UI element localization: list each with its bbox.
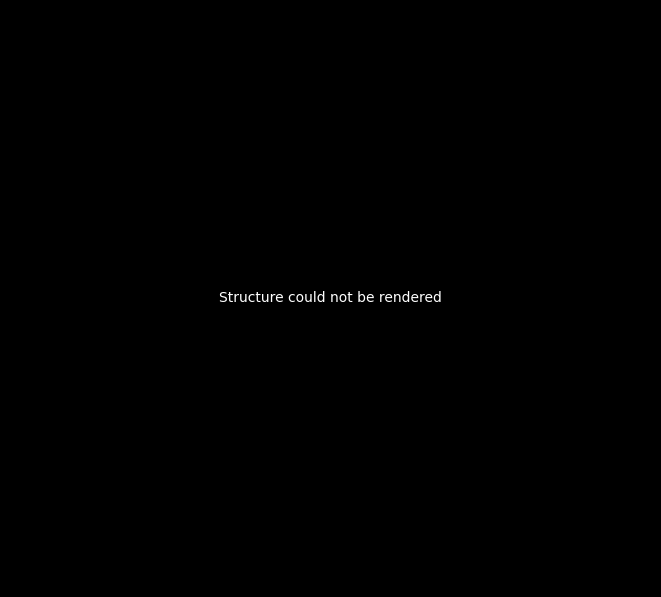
Text: Structure could not be rendered: Structure could not be rendered — [219, 291, 442, 306]
